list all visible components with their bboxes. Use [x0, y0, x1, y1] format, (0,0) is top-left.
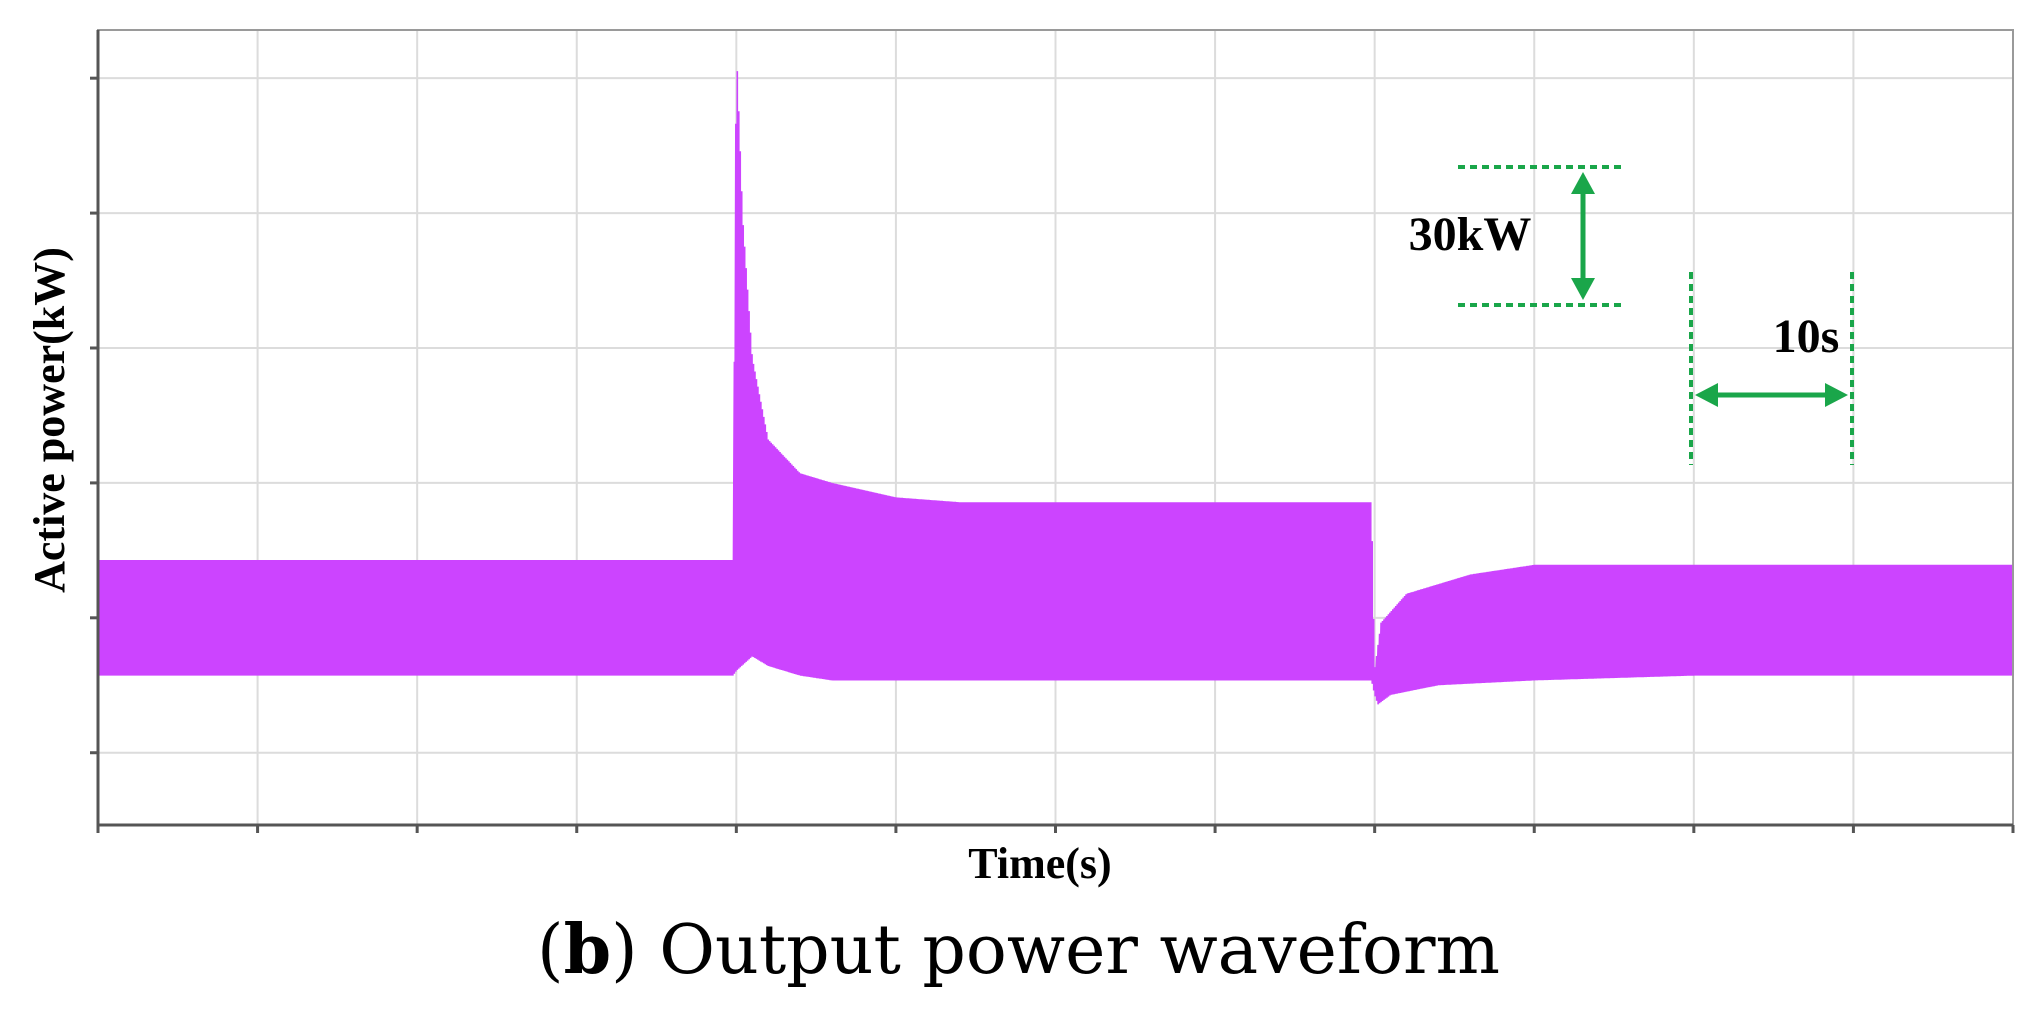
power-scale-arrow-up: [1571, 172, 1595, 194]
annotations: [1458, 165, 1854, 465]
grid: [98, 30, 2013, 825]
power-scale-arrow-down: [1571, 278, 1595, 300]
time-scale-label: 10s: [1773, 310, 1840, 363]
waveform-series: [97, 71, 2014, 705]
caption-panel-letter: b: [563, 910, 612, 990]
x-axis-label: Time(s): [968, 839, 1111, 888]
y-axis-label: Active power(kW): [25, 247, 74, 593]
time-scale-arrow-left: [1695, 383, 1718, 407]
time-scale-arrow-right: [1825, 383, 1848, 407]
waveform-line: [97, 71, 2014, 705]
chart: Time(s) Active power(kW) 30kW 10s: [25, 29, 2015, 888]
caption-text: Output power waveform: [637, 911, 1500, 990]
power-scale-label: 30kW: [1409, 208, 1532, 261]
axes: [90, 29, 2015, 833]
figure-caption: (b) Output power waveform: [537, 910, 1500, 990]
